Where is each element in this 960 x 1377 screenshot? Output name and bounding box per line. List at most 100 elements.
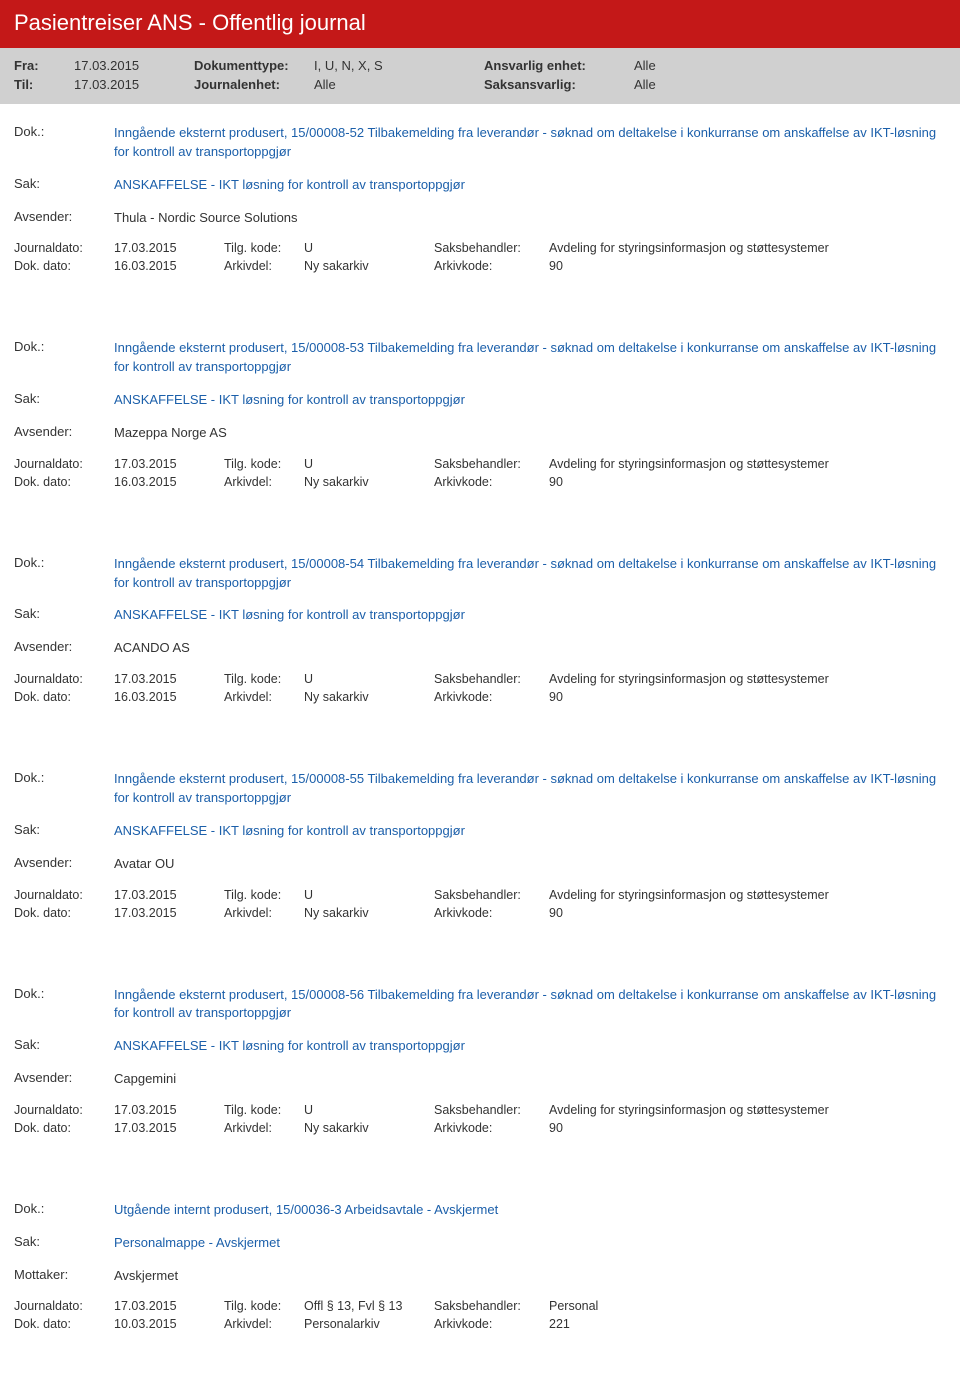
journaldato-label: Journaldato: <box>14 457 114 471</box>
journal-entry: Dok.: Inngående eksternt produsert, 15/0… <box>0 966 960 1153</box>
til-value: 17.03.2015 <box>74 77 194 92</box>
journaldato-value: 17.03.2015 <box>114 1299 224 1313</box>
arkivdel-label: Arkivdel: <box>224 259 304 273</box>
arkivdel-label: Arkivdel: <box>224 906 304 920</box>
arkivkode-value: 90 <box>549 475 946 489</box>
sak-label: Sak: <box>14 391 114 410</box>
arkivdel-value: Ny sakarkiv <box>304 906 434 920</box>
meta-row-1: Journaldato: 17.03.2015 Tilg. kode: U Sa… <box>14 1103 946 1117</box>
journaldato-value: 17.03.2015 <box>114 1103 224 1117</box>
meta-row-1: Journaldato: 17.03.2015 Tilg. kode: U Sa… <box>14 672 946 686</box>
tilgkode-value: Offl § 13, Fvl § 13 <box>304 1299 434 1313</box>
party-value: Mazeppa Norge AS <box>114 424 946 443</box>
page-header: Pasientreiser ANS - Offentlig journal <box>0 0 960 48</box>
party-value: Thula - Nordic Source Solutions <box>114 209 946 228</box>
journaldato-value: 17.03.2015 <box>114 457 224 471</box>
dokdato-value: 10.03.2015 <box>114 1317 224 1331</box>
tilgkode-value: U <box>304 457 434 471</box>
meta-row-1: Journaldato: 17.03.2015 Tilg. kode: U Sa… <box>14 457 946 471</box>
sak-title: ANSKAFFELSE - IKT løsning for kontroll a… <box>114 822 946 841</box>
tilgkode-value: U <box>304 672 434 686</box>
journal-entry: Dok.: Inngående eksternt produsert, 15/0… <box>0 319 960 506</box>
journaldato-label: Journaldato: <box>14 241 114 255</box>
doktype-value: I, U, N, X, S <box>314 58 484 73</box>
page-title: Pasientreiser ANS - Offentlig journal <box>14 10 366 35</box>
tilgkode-value: U <box>304 1103 434 1117</box>
journaldato-value: 17.03.2015 <box>114 672 224 686</box>
dokdato-label: Dok. dato: <box>14 690 114 704</box>
sak-title: ANSKAFFELSE - IKT løsning for kontroll a… <box>114 391 946 410</box>
party-label: Avsender: <box>14 209 114 228</box>
tilgkode-value: U <box>304 888 434 902</box>
dokdato-label: Dok. dato: <box>14 475 114 489</box>
arkivkode-value: 221 <box>549 1317 946 1331</box>
dok-label: Dok.: <box>14 339 114 377</box>
party-value: ACANDO AS <box>114 639 946 658</box>
meta-row-2: Dok. dato: 16.03.2015 Arkivdel: Ny sakar… <box>14 475 946 489</box>
journal-entry: Dok.: Utgående internt produsert, 15/000… <box>0 1181 960 1350</box>
entries-list: Dok.: Inngående eksternt produsert, 15/0… <box>0 104 960 1349</box>
fra-label: Fra: <box>14 58 74 73</box>
sak-label: Sak: <box>14 176 114 195</box>
saksbehandler-value: Avdeling for styringsinformasjon og støt… <box>549 457 946 471</box>
filter-row-1: Fra: 17.03.2015 Dokumenttype: I, U, N, X… <box>14 58 946 73</box>
sak-label: Sak: <box>14 606 114 625</box>
arkivkode-label: Arkivkode: <box>434 1121 549 1135</box>
tilgkode-label: Tilg. kode: <box>224 672 304 686</box>
sak-title: ANSKAFFELSE - IKT løsning for kontroll a… <box>114 176 946 195</box>
dok-title: Inngående eksternt produsert, 15/00008-5… <box>114 770 946 808</box>
saksansv-value: Alle <box>634 77 734 92</box>
til-label: Til: <box>14 77 74 92</box>
journalenhet-label: Journalenhet: <box>194 77 314 92</box>
fra-value: 17.03.2015 <box>74 58 194 73</box>
dokdato-value: 17.03.2015 <box>114 906 224 920</box>
saksbehandler-value: Personal <box>549 1299 946 1313</box>
journaldato-value: 17.03.2015 <box>114 241 224 255</box>
dok-label: Dok.: <box>14 770 114 808</box>
dok-title: Utgående internt produsert, 15/00036-3 A… <box>114 1201 946 1220</box>
arkivkode-label: Arkivkode: <box>434 475 549 489</box>
arkivkode-label: Arkivkode: <box>434 690 549 704</box>
saksbehandler-label: Saksbehandler: <box>434 457 549 471</box>
filter-bar: Fra: 17.03.2015 Dokumenttype: I, U, N, X… <box>0 48 960 104</box>
meta-row-2: Dok. dato: 16.03.2015 Arkivdel: Ny sakar… <box>14 690 946 704</box>
saksbehandler-value: Avdeling for styringsinformasjon og støt… <box>549 672 946 686</box>
sak-title: ANSKAFFELSE - IKT løsning for kontroll a… <box>114 606 946 625</box>
dok-label: Dok.: <box>14 986 114 1024</box>
journaldato-label: Journaldato: <box>14 888 114 902</box>
journal-entry: Dok.: Inngående eksternt produsert, 15/0… <box>0 535 960 722</box>
party-label: Avsender: <box>14 1070 114 1089</box>
party-value: Capgemini <box>114 1070 946 1089</box>
meta-row-2: Dok. dato: 17.03.2015 Arkivdel: Ny sakar… <box>14 906 946 920</box>
saksbehandler-value: Avdeling for styringsinformasjon og støt… <box>549 888 946 902</box>
dokdato-label: Dok. dato: <box>14 1317 114 1331</box>
journal-entry: Dok.: Inngående eksternt produsert, 15/0… <box>0 750 960 937</box>
sak-label: Sak: <box>14 1037 114 1056</box>
saksbehandler-label: Saksbehandler: <box>434 672 549 686</box>
dok-label: Dok.: <box>14 555 114 593</box>
tilgkode-value: U <box>304 241 434 255</box>
saksbehandler-label: Saksbehandler: <box>434 1103 549 1117</box>
meta-row-2: Dok. dato: 17.03.2015 Arkivdel: Ny sakar… <box>14 1121 946 1135</box>
meta-row-1: Journaldato: 17.03.2015 Tilg. kode: U Sa… <box>14 241 946 255</box>
arkivdel-label: Arkivdel: <box>224 690 304 704</box>
meta-row-2: Dok. dato: 16.03.2015 Arkivdel: Ny sakar… <box>14 259 946 273</box>
journaldato-label: Journaldato: <box>14 1299 114 1313</box>
party-label: Avsender: <box>14 639 114 658</box>
arkivdel-label: Arkivdel: <box>224 475 304 489</box>
party-label: Avsender: <box>14 855 114 874</box>
party-value: Avskjermet <box>114 1267 946 1286</box>
ansvenhet-value: Alle <box>634 58 734 73</box>
dokdato-label: Dok. dato: <box>14 906 114 920</box>
filter-row-2: Til: 17.03.2015 Journalenhet: Alle Saksa… <box>14 77 946 92</box>
arkivkode-value: 90 <box>549 906 946 920</box>
dokdato-value: 16.03.2015 <box>114 475 224 489</box>
arkivkode-label: Arkivkode: <box>434 906 549 920</box>
dokdato-label: Dok. dato: <box>14 1121 114 1135</box>
dokdato-value: 16.03.2015 <box>114 259 224 273</box>
arkivdel-value: Ny sakarkiv <box>304 690 434 704</box>
tilgkode-label: Tilg. kode: <box>224 457 304 471</box>
tilgkode-label: Tilg. kode: <box>224 1103 304 1117</box>
arkivkode-value: 90 <box>549 690 946 704</box>
arkivkode-label: Arkivkode: <box>434 259 549 273</box>
